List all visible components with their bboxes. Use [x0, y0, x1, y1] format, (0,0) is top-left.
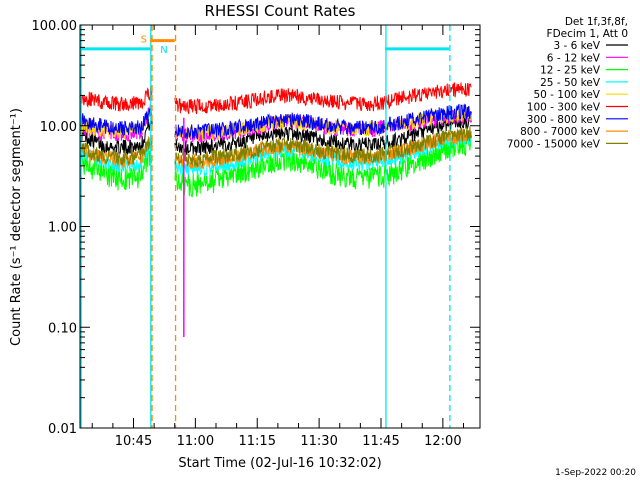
legend-label-2: 6 - 12 keV: [547, 52, 601, 64]
legend-label-4: 25 - 50 keV: [540, 77, 601, 89]
x-tick-label: 10:45: [115, 434, 152, 449]
series-line-7-pre-gap: [79, 107, 153, 137]
y-tick-label: 10.00: [40, 120, 77, 135]
x-axis-label: Start Time (02-Jul-16 10:32:02): [178, 456, 381, 471]
series-line-1-post-gap: [174, 113, 472, 156]
footer-timestamp: 1-Sep-2022 00:20: [555, 468, 636, 478]
series-line-3-post-gap: [174, 133, 472, 198]
y-tick-label: 100.00: [32, 19, 78, 34]
y-tick-label: 0.10: [48, 321, 77, 336]
legend-label-9: 7000 - 15000 keV: [507, 138, 601, 150]
y-tick-label: 1.00: [48, 221, 77, 236]
x-tick-label: 11:45: [362, 434, 399, 449]
legend-label-8: 800 - 7000 keV: [520, 126, 601, 138]
legend-label-7: 300 - 800 keV: [527, 114, 601, 126]
y-axis: 0.01 0.10 1.00 10.00 100.00: [32, 19, 480, 437]
legend-label-3: 12 - 25 keV: [540, 65, 601, 77]
legend-label-5: 50 - 100 keV: [533, 89, 600, 101]
series-line-6-post-gap: [174, 82, 472, 115]
series-line-6-pre-gap: [79, 86, 153, 112]
annotation-label-s: S: [141, 35, 147, 46]
y-tick-label: 0.01: [48, 422, 77, 437]
x-tick-label: 12:00: [424, 434, 461, 449]
series-line-3-pre-gap: [79, 149, 153, 191]
x-axis: 10:45 11:00 11:15 11:30 11:45 12:00: [91, 25, 464, 449]
plot-area: SN: [79, 25, 472, 428]
y-axis-label: Count Rate (s⁻¹ detector segment⁻¹): [9, 108, 24, 346]
series-line-1-pre-gap: [79, 115, 153, 156]
annotation-label-n: N: [160, 45, 167, 56]
chart-title: RHESSI Count Rates: [205, 2, 356, 20]
x-tick-label: 11:15: [239, 434, 276, 449]
x-tick-label: 11:30: [300, 434, 337, 449]
legend-label-6: 100 - 300 keV: [527, 102, 601, 114]
series-line-8-post-gap: [174, 128, 472, 170]
x-tick-label: 11:00: [177, 434, 214, 449]
series-line-9-pre-gap: [79, 137, 153, 166]
legend-label-1: 3 - 6 keV: [553, 40, 600, 52]
legend-header-line-1: Det 1f,3f,8f,: [565, 16, 628, 28]
legend-header-line-2: FDecim 1, Att 0: [547, 28, 628, 40]
series-line-9-post-gap: [174, 126, 472, 168]
series-line-7-post-gap: [174, 103, 472, 140]
plot-frame: [79, 24, 481, 429]
